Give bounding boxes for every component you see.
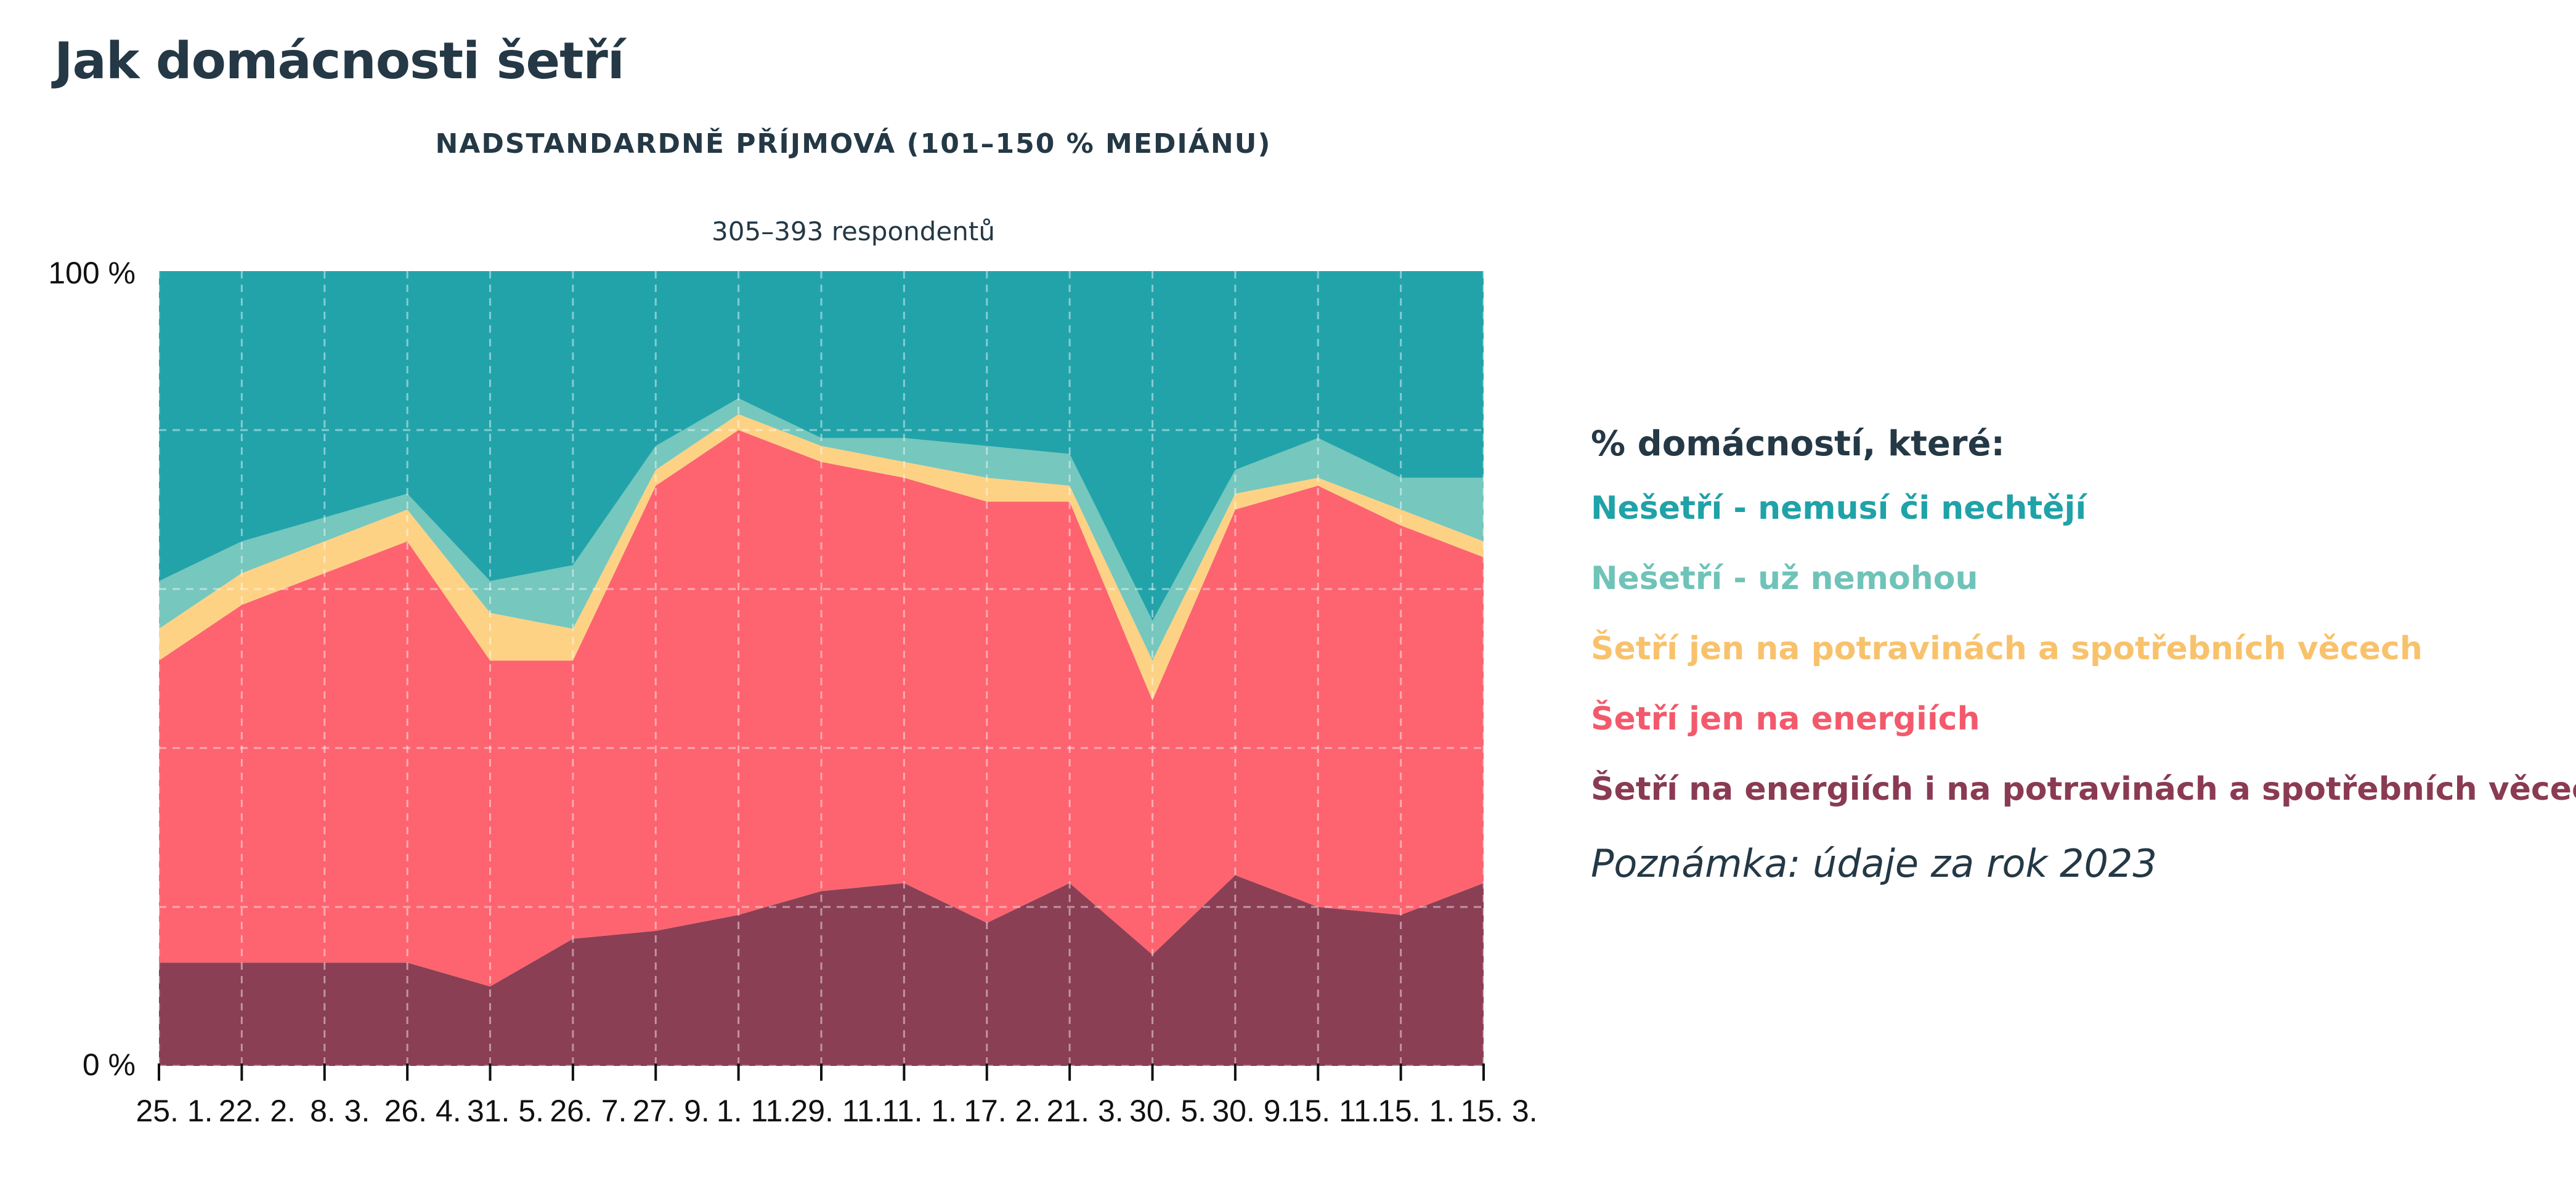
x-tick-label: 26. 4. (384, 1094, 461, 1128)
x-axis: 25. 1. 22. 2. 8. 3. 26. 4. 31. 5. 26. 7. 27. 9… (136, 1063, 1538, 1128)
x-tick-label: 8. 3. (310, 1094, 370, 1128)
legend-title: % domácností, které: (1591, 424, 2005, 464)
chart-title: NADSTANDARDNĚ PŘÍJMOVÁ (101–150 % MEDIÁN… (435, 127, 1271, 160)
series-areas (159, 271, 1484, 1066)
x-tick-label: 15. 3. (1460, 1094, 1537, 1128)
x-tick-label: 27. 9. (633, 1094, 710, 1128)
legend-item-setri-energie: Šetří jen na energiích (1591, 701, 1980, 738)
gridlines (158, 271, 1485, 1067)
x-tick-label: 31. 5. (467, 1094, 544, 1128)
page-title: Jak domácnosti šetří (54, 32, 625, 91)
area-series-3 (159, 398, 1484, 661)
x-tick-label: 17. 2. (964, 1094, 1041, 1128)
legend: % domácností, které: Nešetří - nemusí či… (1591, 424, 2576, 886)
legend-item-setri-obe: Šetří na energiích i na potravinách a sp… (1591, 771, 2576, 808)
x-tick-label: 29. 11. (790, 1094, 882, 1128)
y-tick-label-bottom: 0 % (83, 1047, 136, 1082)
y-tick-label-top: 100 % (48, 256, 136, 290)
x-tick-label: 15. 11. (1288, 1094, 1379, 1128)
legend-item-nesetri-nemusi: Nešetří - nemusí či nechtějí (1591, 490, 2087, 527)
x-tick-label: 26. 7. (550, 1094, 627, 1128)
area-series-1 (159, 430, 1484, 986)
x-tick-label: 11. 1. (882, 1094, 957, 1128)
legend-item-setri-potraviny: Šetří jen na potravinách a spotřebních v… (1591, 630, 2423, 667)
x-tick-label: 30. 9. (1212, 1094, 1289, 1128)
x-tick-label: 30. 5. (1129, 1094, 1206, 1128)
chart-subtitle: 305–393 respondentů (712, 216, 995, 246)
area-series-2 (159, 414, 1484, 701)
x-tick-label: 21. 3. (1047, 1094, 1124, 1128)
x-tick-label: 15. 1. (1378, 1094, 1455, 1128)
legend-item-nesetri-nemohou: Nešetří - už nemohou (1591, 560, 1978, 597)
area-series-0 (159, 875, 1484, 1066)
x-tick-label: 1. 11. (717, 1094, 791, 1128)
legend-note: Poznámka: údaje za rok 2023 (1591, 841, 2157, 886)
x-tick-label: 22. 2. (219, 1094, 296, 1128)
area-series-4 (159, 271, 1484, 621)
x-tick-label: 25. 1. (136, 1094, 213, 1128)
